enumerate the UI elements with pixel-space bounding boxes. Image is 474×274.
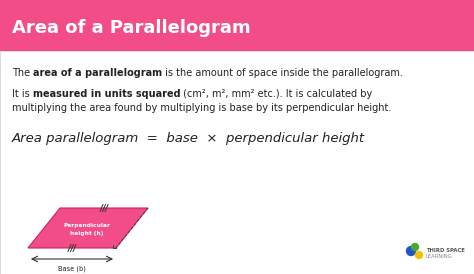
Text: (cm², m², mm² etc.). It is calculated by: (cm², m², mm² etc.). It is calculated by [181,89,373,99]
Text: It is: It is [12,89,33,99]
Text: LEARNING: LEARNING [426,255,453,259]
Text: multiplying the area found by multiplying is base by its perpendicular height.: multiplying the area found by multiplyin… [12,103,392,113]
Bar [0,0,474,51]
Text: measured in units squared: measured in units squared [33,89,181,99]
Text: The: The [12,68,33,78]
Text: THIRD SPACE: THIRD SPACE [426,247,465,253]
Text: height (h): height (h) [70,230,104,235]
Bar [0,51,474,274]
Circle shape [407,247,416,255]
Text: Perpendicular: Perpendicular [64,222,110,227]
Text: Base (b): Base (b) [58,266,86,273]
Text: Area parallelogram  =  base  ×  perpendicular height: Area parallelogram = base × perpendicula… [12,132,365,145]
Text: is the amount of space inside the parallelogram.: is the amount of space inside the parall… [163,68,403,78]
Circle shape [416,252,422,258]
Polygon shape [28,208,148,248]
Circle shape [411,244,419,250]
Text: Area of a Parallelogram: Area of a Parallelogram [12,19,251,37]
Text: area of a parallelogram: area of a parallelogram [33,68,163,78]
